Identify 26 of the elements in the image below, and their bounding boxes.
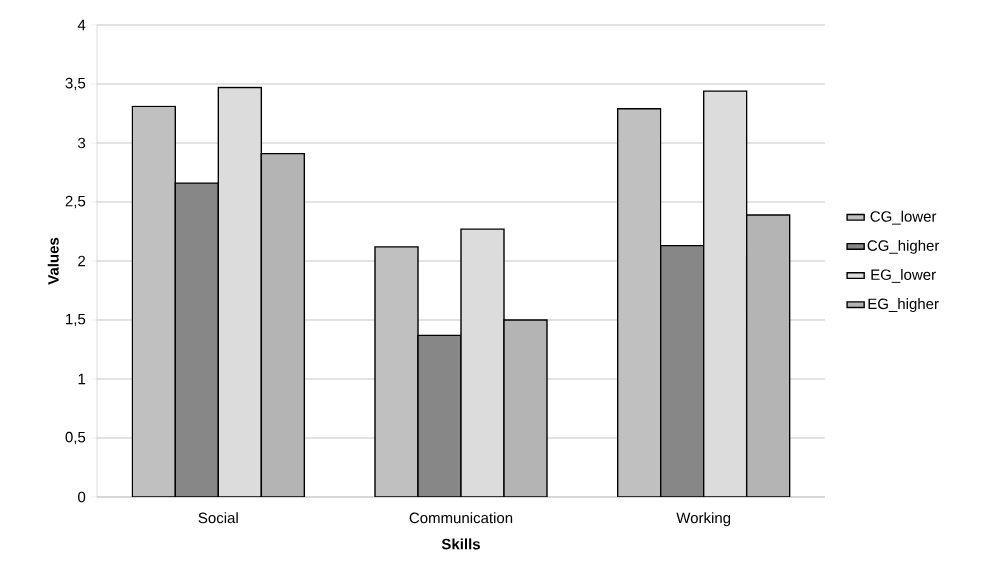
y-axis-title: Values (47, 237, 59, 285)
bar (702, 90, 748, 497)
bar (503, 319, 548, 497)
bar (659, 244, 705, 497)
x-tick-label: Communication (409, 512, 513, 524)
x-tick-label: Working (676, 512, 731, 527)
y-tick-label: 4 (77, 19, 86, 31)
legend-label: EG_higher (868, 298, 939, 313)
y-tick-label: 3,5 (65, 77, 86, 91)
legend-label: EG_lower (871, 269, 936, 283)
y-tick-label: 0 (78, 491, 86, 503)
bar (217, 86, 263, 497)
y-tick-label: 0,5 (65, 431, 86, 445)
y-tick-label: 3 (78, 137, 86, 149)
y-tick-label: 1 (78, 373, 86, 385)
x-tick-label: Social (198, 512, 238, 524)
bar (460, 228, 505, 497)
y-tick-label: 2 (78, 255, 86, 267)
bar (374, 246, 419, 497)
legend-label: CG_higher (867, 239, 940, 254)
x-axis-title: Skills (441, 538, 480, 550)
y-tick-label: 1,5 (66, 313, 86, 327)
bar (417, 334, 462, 497)
legend-label: CG_lower (870, 210, 937, 225)
bar (174, 182, 220, 497)
y-tick-label: 2,5 (65, 195, 86, 209)
